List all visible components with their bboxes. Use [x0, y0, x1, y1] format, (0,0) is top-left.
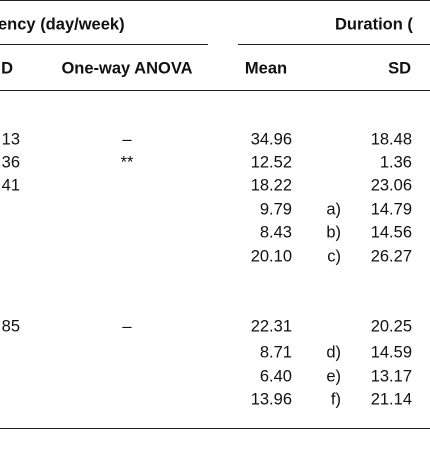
- cell: –: [122, 317, 132, 335]
- cell: 22.31: [251, 317, 292, 335]
- cell: 14.59: [371, 343, 412, 361]
- cell: 13.96: [251, 390, 292, 408]
- cell: a): [326, 200, 341, 218]
- cell: 13: [2, 130, 20, 148]
- cell: b): [326, 223, 341, 241]
- cell: 14.56: [371, 223, 412, 241]
- cell: 26.27: [371, 247, 412, 265]
- cell: 41: [2, 176, 20, 194]
- cell: 34.96: [251, 130, 292, 148]
- group-header: ency (day/week): [0, 15, 125, 33]
- cell: 9.79: [260, 200, 292, 218]
- cell: 20.10: [251, 247, 292, 265]
- cell: 1.36: [380, 153, 412, 171]
- cell: 12.52: [251, 153, 292, 171]
- cell: 13.17: [371, 367, 412, 385]
- cell: 18.48: [371, 130, 412, 148]
- cell: **: [121, 153, 134, 171]
- cell: –: [122, 130, 132, 148]
- cell: 8.71: [260, 343, 292, 361]
- cell: 21.14: [371, 390, 412, 408]
- group-header: Duration (: [335, 15, 413, 33]
- cell: d): [326, 343, 341, 361]
- cell: e): [326, 367, 341, 385]
- column-header: SD: [388, 59, 411, 77]
- cell: 85: [2, 317, 20, 335]
- cell: 36: [2, 153, 20, 171]
- cell: 23.06: [371, 176, 412, 194]
- cell: c): [327, 247, 341, 265]
- cell: f): [331, 390, 341, 408]
- column-header: D: [1, 59, 13, 77]
- column-header: Mean: [245, 59, 287, 77]
- cell: 18.22: [251, 176, 292, 194]
- cell: 6.40: [260, 367, 292, 385]
- cell: 8.43: [260, 223, 292, 241]
- column-header: One-way ANOVA: [61, 59, 192, 77]
- cell: 20.25: [371, 317, 412, 335]
- cell: 14.79: [371, 200, 412, 218]
